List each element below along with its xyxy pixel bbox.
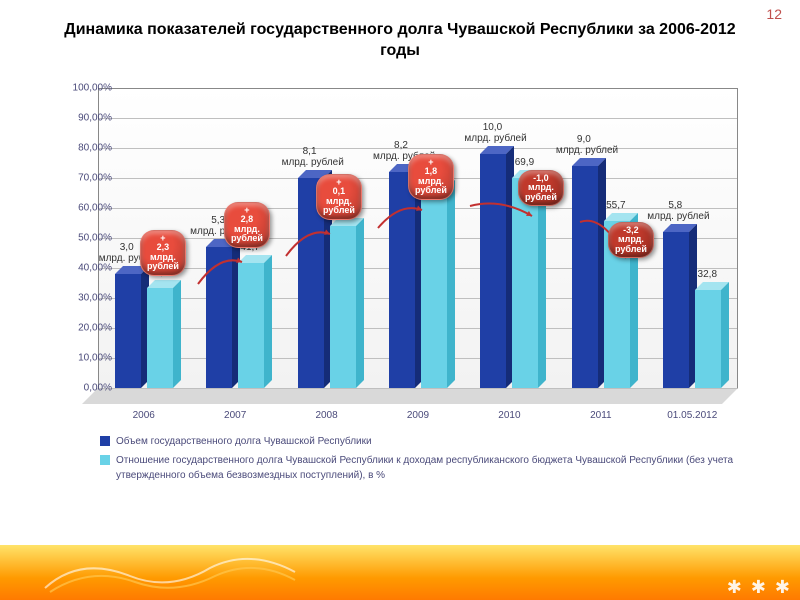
x-tick-label: 01.05.2012: [657, 410, 727, 421]
x-tick-label: 2006: [109, 410, 179, 421]
legend-item: Объем государственного долга Чувашской Р…: [100, 434, 746, 449]
bar-label-b: 55,7: [596, 200, 636, 211]
y-tick-label: 80,00%: [58, 143, 112, 154]
delta-bubble: -3,2млрд.рублей: [608, 222, 654, 258]
legend-label-a: Объем государственного долга Чувашской Р…: [116, 434, 372, 449]
x-tick-label: 2008: [292, 410, 362, 421]
bar-series-a: [663, 232, 689, 388]
x-tick-label: 2010: [474, 410, 544, 421]
bar-series-b: [238, 263, 264, 388]
y-tick-label: 50,00%: [58, 233, 112, 244]
bar-series-b: [695, 290, 721, 388]
delta-bubble: +1,8млрд.рублей: [408, 154, 454, 200]
chart-title: Динамика показателей государственного до…: [0, 0, 800, 68]
bar-series-a: [115, 274, 141, 388]
delta-bubble: +0,1млрд.рублей: [316, 174, 362, 220]
x-tick-label: 2009: [383, 410, 453, 421]
bar-label-a: 10,0млрд. рублей: [464, 122, 520, 144]
y-tick-label: 20,00%: [58, 323, 112, 334]
bar-label-a: 9,0млрд. рублей: [556, 134, 612, 156]
y-tick-label: 30,00%: [58, 293, 112, 304]
delta-bubble: +2,8млрд.рублей: [224, 202, 270, 248]
chart: 3,0млрд. рублей33,45,3млрд. рублей41,78,…: [38, 88, 758, 488]
legend-swatch-a: [100, 436, 110, 446]
bar-series-b: [512, 178, 538, 388]
y-tick-label: 70,00%: [58, 173, 112, 184]
y-tick-label: 0,00%: [58, 383, 112, 394]
bar-series-b: [421, 188, 447, 388]
legend-label-b: Отношение государственного долга Чувашск…: [116, 453, 746, 483]
bar-series-a: [480, 154, 506, 388]
bar-label-b: 69,9: [504, 157, 544, 168]
bar-series-a: [572, 166, 598, 388]
bar-label-a: 5,8млрд. рублей: [647, 200, 703, 222]
bar-series-a: [389, 172, 415, 388]
bar-label-b: 32,8: [687, 269, 727, 280]
y-tick-label: 100,00%: [58, 83, 112, 94]
y-tick-label: 10,00%: [58, 353, 112, 364]
y-tick-label: 60,00%: [58, 203, 112, 214]
plot-floor: [82, 388, 738, 404]
bar-series-b: [330, 226, 356, 388]
x-tick-label: 2007: [200, 410, 270, 421]
legend: Объем государственного долга Чувашской Р…: [100, 434, 746, 487]
legend-item: Отношение государственного долга Чувашск…: [100, 453, 746, 483]
y-tick-label: 40,00%: [58, 263, 112, 274]
bar-label-a: 8,1млрд. рублей: [282, 146, 338, 168]
legend-swatch-b: [100, 455, 110, 465]
page-number: 12: [766, 6, 782, 22]
bar-series-b: [147, 288, 173, 388]
decorative-band: ✱ ✱ ✱: [0, 545, 800, 600]
delta-bubble: +2,3млрд.рублей: [140, 230, 186, 276]
swirl-icon: [40, 548, 300, 596]
bar-series-a: [206, 247, 232, 388]
y-tick-label: 90,00%: [58, 113, 112, 124]
delta-bubble: -1,0млрд.рублей: [518, 170, 564, 206]
x-tick-label: 2011: [566, 410, 636, 421]
stars-icon: ✱ ✱ ✱: [727, 577, 792, 598]
